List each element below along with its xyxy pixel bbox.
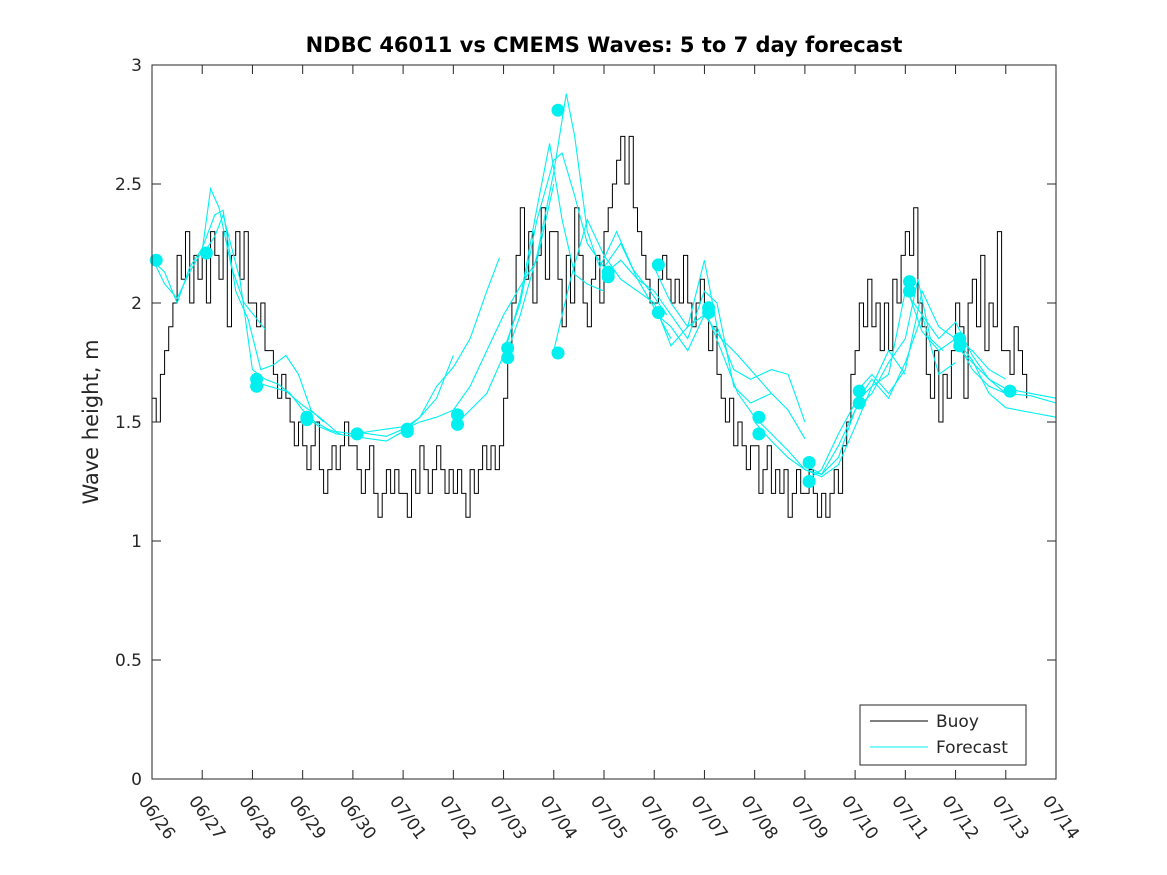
legend-buoy-label: Buoy [936, 712, 979, 732]
y-tick-label: 3 [131, 56, 142, 76]
forecast-line-18 [804, 313, 956, 482]
legend-forecast-label: Forecast [936, 738, 1008, 758]
forecast-marker-7 [350, 427, 364, 441]
forecast-marker-21 [702, 306, 716, 319]
forecast-line-7 [402, 183, 555, 430]
forecast-line-4 [252, 380, 404, 435]
y-tick-label: 0.5 [115, 651, 142, 671]
forecast-line-21 [904, 283, 1057, 418]
x-tick-label: 07/06 [636, 792, 681, 843]
data-layer [149, 93, 1057, 518]
forecast-marker-17 [601, 270, 615, 284]
forecast-line-5 [302, 355, 454, 442]
forecast-marker-24 [802, 456, 816, 469]
forecast-marker-18 [651, 258, 665, 272]
forecast-marker-15 [551, 346, 565, 360]
forecast-line-2 [151, 209, 324, 423]
forecast-line-17 [804, 279, 944, 476]
legend-box [859, 704, 1027, 766]
plot-area [152, 65, 1056, 779]
forecast-line-3 [201, 213, 341, 435]
x-tick-label: 07/01 [385, 792, 430, 843]
forecast-line-14 [653, 312, 806, 439]
forecast-marker-1 [149, 253, 163, 267]
x-tick-label: 07/11 [887, 792, 932, 843]
forecast-line-6 [352, 257, 500, 437]
forecast-marker-14 [551, 103, 565, 117]
x-tick-label: 07/10 [837, 792, 882, 843]
chart-title: NDBC 46011 vs CMEMS Waves: 5 to 7 day fo… [306, 33, 903, 57]
forecast-line-9 [503, 93, 668, 363]
forecast-marker-29 [903, 284, 916, 298]
x-tick-label: 07/14 [1038, 792, 1083, 843]
forecast-line-23 [955, 345, 1057, 399]
forecast-marker-10 [451, 408, 464, 422]
x-tick-label: 07/13 [988, 792, 1033, 843]
forecast-marker-12 [501, 341, 515, 355]
x-tick-label: 06/29 [285, 792, 330, 843]
x-tick-label: 07/12 [938, 792, 983, 843]
y-tick-label: 2.5 [115, 175, 142, 195]
forecast-marker-23 [752, 427, 766, 441]
x-tick-label: 07/02 [435, 792, 480, 843]
forecast-marker-22 [752, 410, 766, 424]
forecast-line-13 [653, 260, 806, 423]
y-tick-label: 1.5 [115, 413, 142, 433]
forecast-line-15 [703, 307, 856, 476]
forecast-marker-27 [852, 396, 866, 410]
forecast-marker-25 [802, 475, 816, 488]
forecast-marker-32 [1003, 384, 1017, 398]
forecast-marker-4 [250, 379, 264, 393]
y-tick-label: 0 [131, 770, 142, 790]
forecast-line-10 [503, 152, 672, 351]
x-tick-label: 07/09 [787, 792, 832, 843]
y-axis-label: Wave height, m [79, 339, 103, 504]
forecast-marker-2 [199, 246, 213, 260]
legend: Buoy Forecast [859, 704, 1027, 766]
forecast-line-19 [854, 289, 1007, 395]
forecast-line-1 [151, 186, 266, 330]
forecast-line-8 [452, 143, 605, 428]
forecast-line-12 [603, 259, 772, 404]
forecast-marker-31 [953, 339, 967, 353]
forecast-marker-28 [903, 275, 916, 289]
forecast-marker-26 [852, 384, 866, 398]
x-tick-label: 07/03 [486, 792, 531, 843]
x-tick-label: 07/05 [586, 792, 631, 843]
forecast-marker-11 [451, 417, 464, 431]
y-tick-label: 1 [131, 532, 142, 552]
forecast-marker-6 [300, 413, 314, 427]
forecast-marker-9 [400, 425, 414, 438]
forecast-line-20 [854, 289, 1007, 404]
forecast-line-16 [754, 349, 906, 478]
x-tick-label: 06/27 [184, 792, 229, 843]
y-tick-label: 2 [131, 294, 142, 314]
forecast-marker-13 [501, 351, 515, 365]
buoy-line [152, 135, 1028, 518]
forecast-line-22 [955, 338, 1057, 404]
x-tick-label: 07/07 [686, 792, 731, 843]
forecast-marker-19 [651, 306, 665, 319]
x-tick-label: 07/08 [737, 792, 782, 843]
x-tick-label: 06/30 [335, 792, 380, 843]
x-tick-label: 07/04 [536, 792, 581, 843]
x-tick-label: 06/26 [134, 792, 179, 843]
x-tick-label: 06/28 [234, 792, 279, 843]
